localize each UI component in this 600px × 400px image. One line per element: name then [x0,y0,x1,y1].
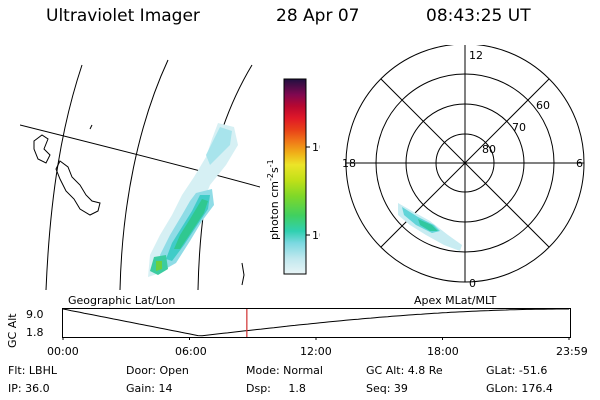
mlat-label-80: 80 [482,143,496,156]
mlt-label-0: 0 [469,277,476,290]
status-dsp: Dsp: 1.8 [246,382,306,395]
instrument-title: Ultraviolet Imager [46,6,200,26]
mlat-label-60: 60 [536,99,550,112]
status-mode: Mode: Normal [246,364,323,377]
status-glat: GLat: -51.6 [486,364,548,377]
time-label: 08:43:25 UT [426,6,531,26]
altitude-ylabel: GC Alt [6,313,19,348]
altitude-plot-frame [62,308,571,338]
status-gc-alt: GC Alt: 4.8 Re [366,364,443,377]
date-label: 28 Apr 07 [276,6,360,26]
mlt-label-6: 6 [576,157,583,170]
polar-label: Apex MLat/MLT [414,294,497,307]
geographic-map [20,59,260,290]
mlt-label-12: 12 [469,49,483,62]
status-glon: GLon: 176.4 [486,382,553,395]
polar-plot: 12 18 6 0 60 70 80 [342,45,585,290]
altitude-plot [62,308,571,340]
colorbar-tick-100: 100 [312,141,320,154]
status-gain: Gain: 14 [126,382,173,395]
longitude-line [45,64,83,290]
latitude-line [20,124,260,188]
time-tick-3: 18:00 [427,345,459,358]
aurora-emission [148,123,238,277]
time-tick-4: 23:59 [556,345,588,358]
status-door: Door: Open [126,364,189,377]
status-filter: Flt: LBHL [8,364,57,377]
mlt-label-18: 18 [342,157,356,170]
colorbar-tick-10: 10 [312,229,320,242]
altitude-curve [62,308,569,337]
time-tick-0: 00:00 [47,345,79,358]
altitude-ytick-top: 9.0 [26,308,44,321]
polar-aurora [398,203,462,251]
coastline [33,124,245,286]
longitude-line [119,59,169,290]
colorbar-unit-label: photon cm-2s-1 [266,159,281,240]
time-tick-2: 12:00 [300,345,332,358]
colorbar: 100 10 photon cm-2s-1 [266,78,320,275]
time-tick-1: 06:00 [175,345,207,358]
geographic-label: Geographic Lat/Lon [68,294,176,307]
altitude-ytick-bottom: 1.8 [26,326,44,339]
status-seq: Seq: 39 [366,382,408,395]
mlat-label-70: 70 [512,121,526,134]
status-ip: IP: 36.0 [8,382,50,395]
